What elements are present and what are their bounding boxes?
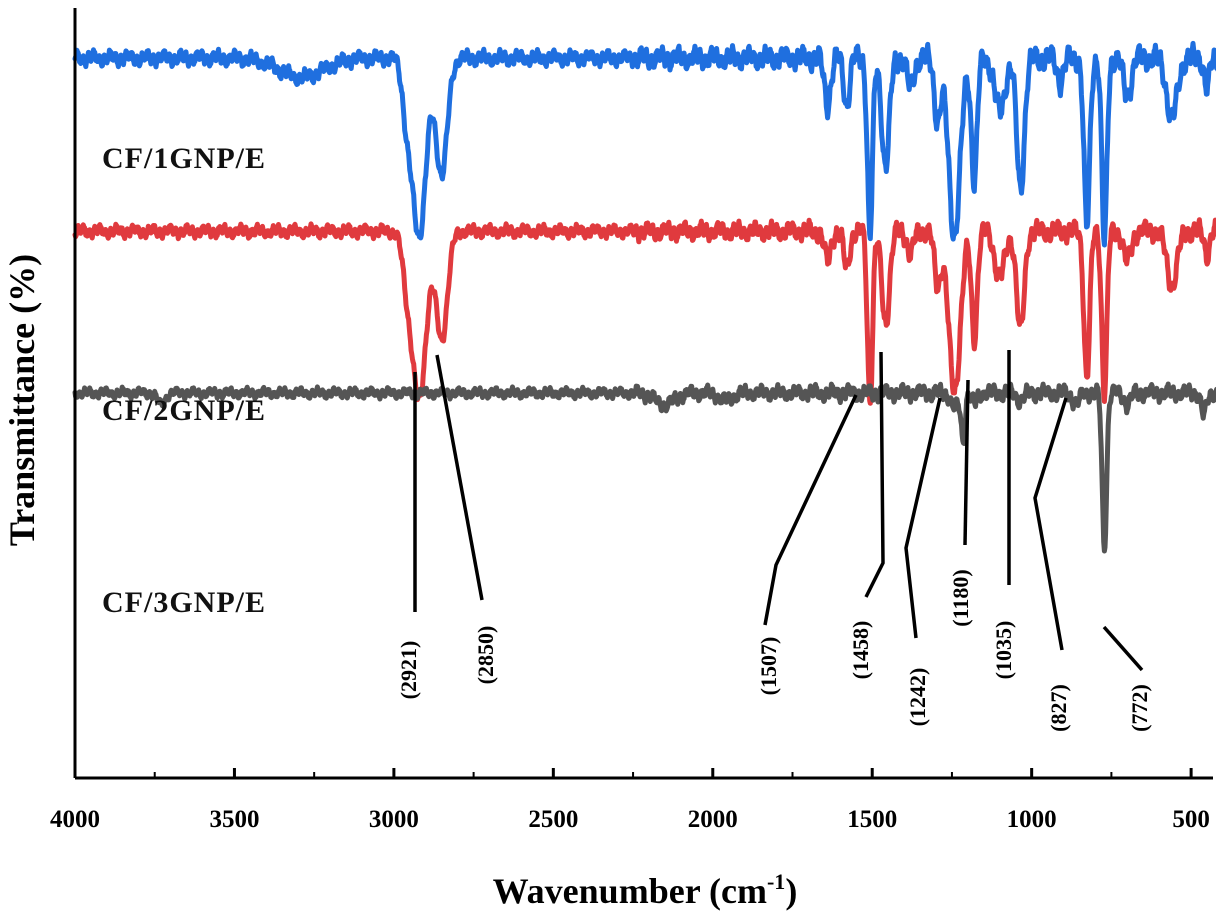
x-tick-label: 3500 <box>209 806 259 833</box>
peak-leader-line <box>1102 625 1144 672</box>
x-axis-title-close: ) <box>785 871 797 911</box>
series-line-cf-1gnp-e <box>72 40 1216 248</box>
series-label: CF/3GNP/E <box>102 586 266 619</box>
peak-label: (827) <box>1046 684 1071 732</box>
peak-label: (1242) <box>905 668 930 727</box>
series-line-cf-3gnp-e <box>72 381 1216 554</box>
series-layer <box>72 40 1216 554</box>
peak-label: (1507) <box>756 637 781 696</box>
x-tick-label: 3000 <box>369 806 419 833</box>
peak-label: (2921) <box>396 641 421 700</box>
peak-label: (1180) <box>948 569 973 626</box>
x-tick-layer: 4000 3500 3000 2500 2000 1500 1000 500 <box>50 768 1210 833</box>
peak-label: (2850) <box>473 626 498 685</box>
x-tick-label: 1500 <box>847 806 897 833</box>
peak-leader-line <box>963 379 970 546</box>
peak-leader-line <box>904 397 942 639</box>
series-line-cf-2gnp-e <box>72 217 1216 406</box>
peak-leader-line <box>864 351 885 598</box>
peak-leader-line <box>1033 397 1068 651</box>
peak-leader-line <box>435 354 484 601</box>
x-tick-label: 4000 <box>50 806 100 833</box>
x-tick-label: 1000 <box>1007 806 1057 833</box>
y-axis-title: Transmittance (%) <box>2 254 42 546</box>
series-label: CF/1GNP/E <box>102 142 266 175</box>
peak-label: (1458) <box>848 621 873 680</box>
x-tick-label: 2000 <box>688 806 738 833</box>
peak-leader-line <box>763 394 858 626</box>
x-axis-title: Wavenumber (cm-1) <box>493 869 798 911</box>
series-label-layer: CF/1GNP/E CF/2GNP/E CF/3GNP/E <box>102 142 266 619</box>
peak-label: (772) <box>1127 684 1152 732</box>
x-axis-title-superscript: -1 <box>767 869 785 894</box>
peak-annotation-layer: (2921) (2850) (1507) (1458) (1242) (1180) (103… <box>396 350 1152 732</box>
axes-layer <box>73 8 1213 780</box>
series-label: CF/2GNP/E <box>102 394 266 427</box>
peak-label: (1035) <box>991 621 1016 680</box>
x-tick-label: 2500 <box>528 806 578 833</box>
x-tick-label: 500 <box>1172 806 1210 833</box>
